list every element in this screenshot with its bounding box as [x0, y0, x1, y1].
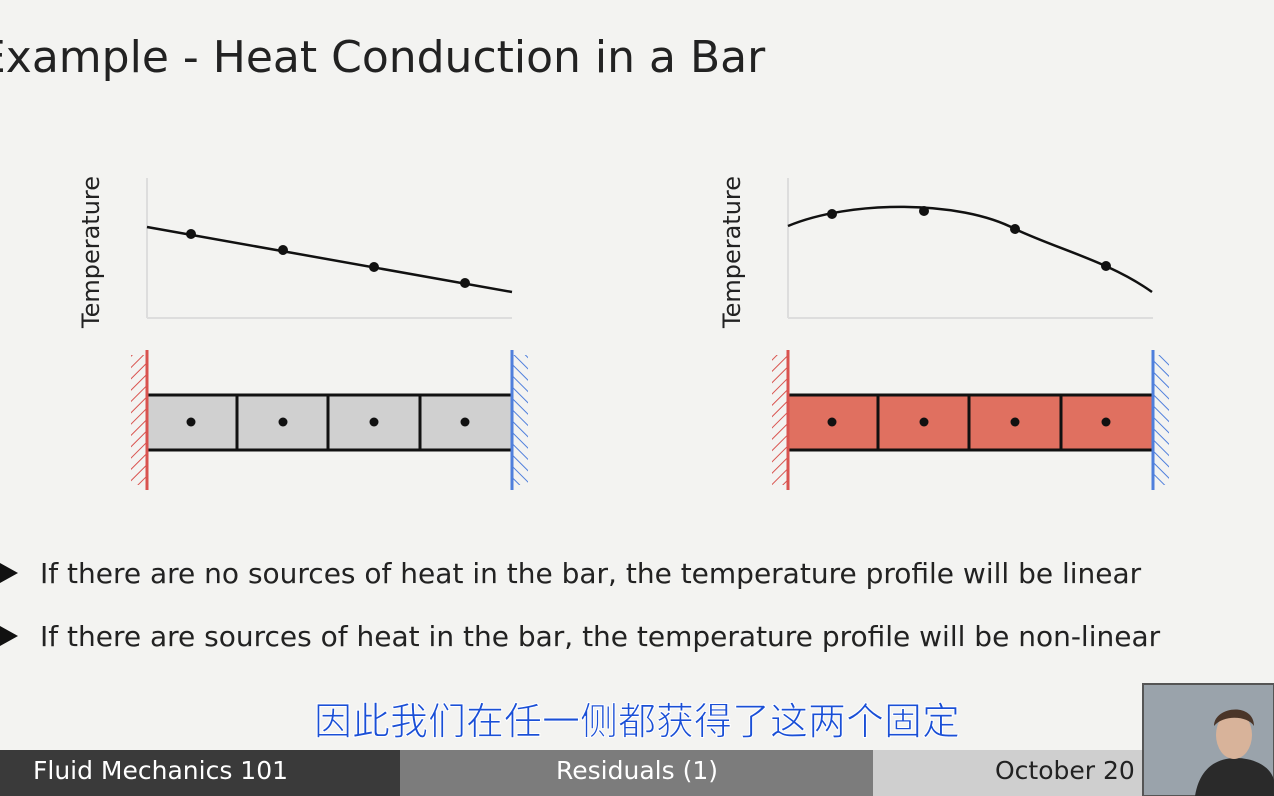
slide-title: Example - Heat Conduction in a Bar [0, 32, 766, 83]
axis-label: Temperature [77, 176, 105, 329]
footer-center: Residuals (1) [556, 756, 718, 785]
bullet: If there are no sources of heat in the b… [40, 557, 1142, 590]
webcam-overlay [1142, 683, 1274, 796]
footer-right: October 20 [995, 756, 1135, 785]
axis-label: Temperature [718, 176, 746, 329]
bullet: If there are sources of heat in the bar,… [40, 620, 1161, 653]
linear-diagram: Temperature [77, 176, 528, 490]
nonlinear-diagram: Temperature [718, 176, 1169, 490]
video-subtitle: 因此我们在任一侧都获得了这两个固定 [314, 700, 960, 744]
footer-left: Fluid Mechanics 101 [33, 756, 288, 785]
